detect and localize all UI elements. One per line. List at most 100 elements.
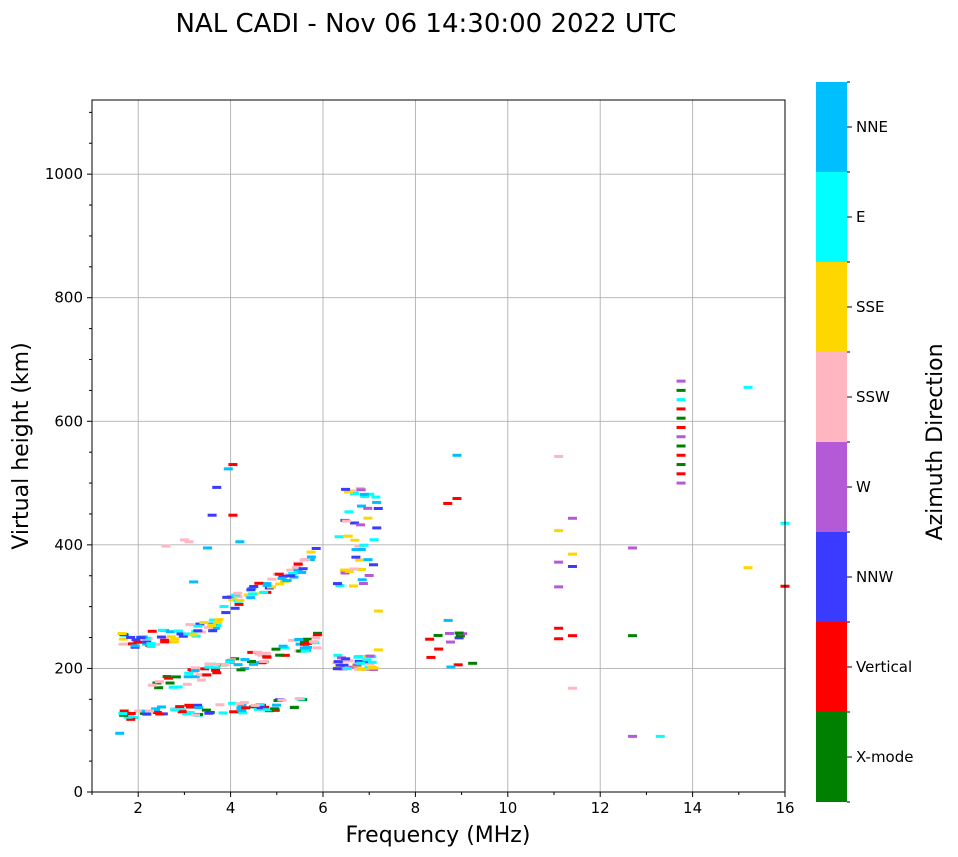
data-point <box>286 568 296 572</box>
data-point <box>118 637 128 641</box>
data-point <box>212 671 222 675</box>
x-tick-label: 8 <box>411 799 421 817</box>
data-point <box>178 634 188 638</box>
data-point <box>237 708 247 712</box>
data-point <box>364 573 374 577</box>
data-point <box>239 701 249 705</box>
data-point <box>554 560 564 564</box>
data-point <box>240 658 250 662</box>
data-point <box>253 707 263 711</box>
data-point <box>356 667 366 671</box>
data-point <box>171 675 181 679</box>
data-point <box>275 653 285 657</box>
data-point <box>354 659 364 663</box>
data-point <box>202 673 212 677</box>
colorbar-tick-label: Vertical <box>856 658 912 676</box>
colorbar-tick-label: X-mode <box>856 748 913 766</box>
x-tick-label: 6 <box>318 799 328 817</box>
data-point <box>154 686 164 690</box>
data-point <box>567 516 577 520</box>
data-point <box>293 562 303 566</box>
data-point <box>134 709 144 713</box>
data-point <box>341 657 351 661</box>
data-point <box>312 646 322 650</box>
data-point <box>169 640 179 644</box>
data-point <box>254 581 264 585</box>
data-point <box>246 596 256 600</box>
data-point <box>554 455 564 459</box>
data-point <box>255 703 265 707</box>
data-point <box>229 710 239 714</box>
data-point <box>173 629 183 633</box>
data-point <box>214 618 224 622</box>
data-point <box>126 635 136 639</box>
data-point <box>676 472 686 476</box>
data-point <box>567 634 577 638</box>
data-point <box>333 582 343 586</box>
data-point <box>247 650 257 654</box>
data-point <box>207 623 217 627</box>
data-point <box>433 633 443 637</box>
data-point <box>189 633 199 637</box>
data-point <box>344 659 354 663</box>
data-point <box>298 567 308 571</box>
data-point <box>218 711 228 715</box>
data-point <box>233 591 243 595</box>
colorbar-segment <box>816 532 847 622</box>
data-point <box>294 637 304 641</box>
colorbar-segment <box>816 442 847 532</box>
data-point <box>211 668 221 672</box>
data-point <box>655 734 665 738</box>
data-point <box>554 529 564 533</box>
data-point <box>185 711 195 715</box>
data-point <box>355 558 365 562</box>
data-point <box>256 706 266 710</box>
x-tick-label: 14 <box>683 799 702 817</box>
data-point <box>119 713 129 717</box>
data-point <box>332 667 342 671</box>
data-point <box>312 633 322 637</box>
data-point <box>339 659 349 663</box>
data-point <box>233 595 243 599</box>
chart-title: NAL CADI - Nov 06 14:30:00 2022 UTC <box>176 9 677 39</box>
data-point <box>165 630 175 634</box>
data-point <box>300 649 310 653</box>
data-point <box>164 676 174 680</box>
data-point <box>743 385 753 389</box>
data-point <box>335 584 345 588</box>
data-point <box>261 651 271 655</box>
data-point <box>676 388 686 392</box>
data-point <box>156 635 166 639</box>
data-point <box>295 642 305 646</box>
data-point <box>289 706 299 710</box>
data-point <box>168 685 178 689</box>
colorbar-tick-label: NNE <box>856 118 888 136</box>
data-point <box>270 707 280 711</box>
data-point <box>208 618 218 622</box>
data-point <box>211 662 221 666</box>
data-point <box>554 585 564 589</box>
data-point <box>454 631 464 635</box>
data-point <box>193 624 203 628</box>
data-point <box>452 497 462 501</box>
data-point <box>267 577 277 581</box>
data-point <box>359 543 369 547</box>
data-point <box>119 709 129 713</box>
data-point <box>341 487 351 491</box>
data-point <box>200 667 210 671</box>
colorbar-label: Azimuth Direction <box>923 343 948 540</box>
x-axis: 2 4 6 8 10 12 14 16 <box>91 792 795 817</box>
data-point <box>142 712 152 716</box>
data-point <box>676 379 686 383</box>
data-point <box>201 708 211 712</box>
data-point <box>356 567 366 571</box>
data-point <box>676 481 686 485</box>
data-point <box>228 701 238 705</box>
y-tick-label: 600 <box>54 412 83 430</box>
data-point <box>356 547 366 551</box>
data-point <box>363 558 373 562</box>
data-point <box>183 632 193 636</box>
data-point <box>204 625 214 629</box>
data-point <box>219 605 229 609</box>
